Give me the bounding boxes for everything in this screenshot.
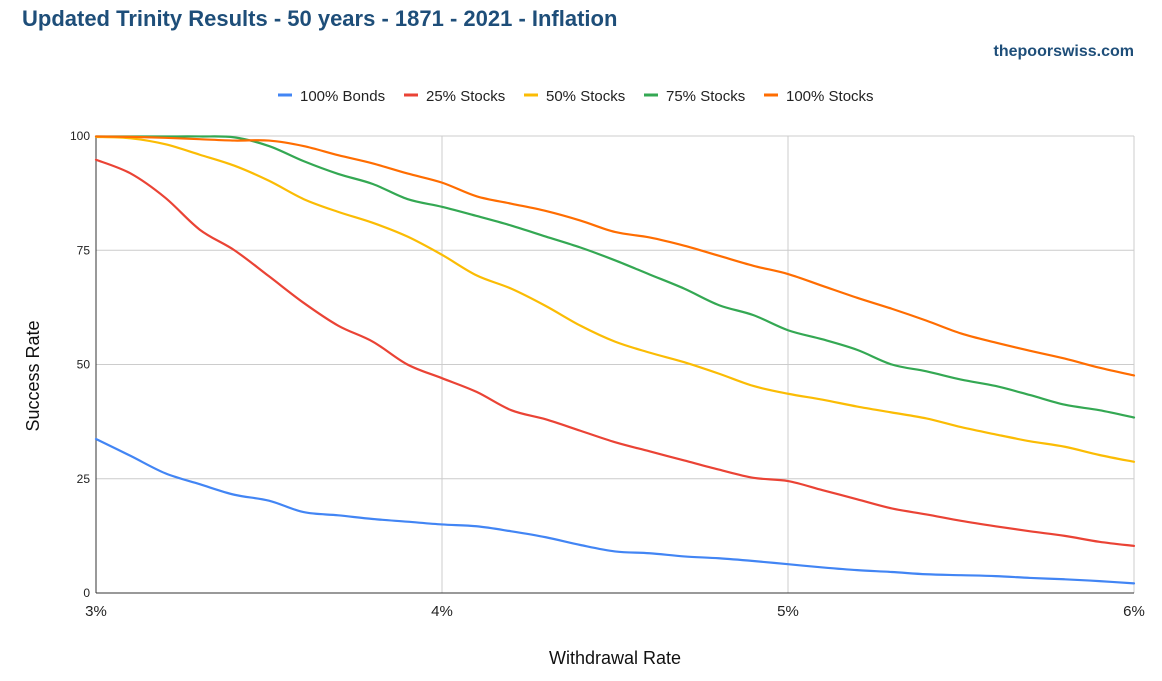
y-tick-label: 0 xyxy=(83,586,90,600)
chart-title: Updated Trinity Results - 50 years - 187… xyxy=(22,6,618,31)
legend-label-25-stocks: 25% Stocks xyxy=(426,88,505,105)
series-line-50-stocks xyxy=(94,135,1136,463)
gridlines xyxy=(95,135,1135,594)
y-tick-label: 75 xyxy=(77,243,91,257)
x-tick-label: 6% xyxy=(1123,603,1145,620)
y-axis-title: Success Rate xyxy=(23,320,43,431)
series-line-75-stocks xyxy=(94,135,1136,419)
series-lines xyxy=(94,135,1136,585)
series-line-100-bonds xyxy=(94,437,1136,585)
legend-label-75-stocks: 75% Stocks xyxy=(666,88,745,105)
x-tick-label: 3% xyxy=(85,603,107,620)
x-tick-label: 5% xyxy=(777,603,799,620)
site-brand: thepoorswiss.com xyxy=(993,43,1134,60)
x-tick-label: 4% xyxy=(431,603,453,620)
y-tick-label: 100 xyxy=(70,129,90,143)
legend: 100% Bonds 25% Stocks 50% Stocks 75% Stocks… xyxy=(278,88,874,105)
series-line-100-stocks xyxy=(94,135,1136,377)
y-axis-ticks: 0 25 50 75 100 xyxy=(70,129,90,600)
x-axis-ticks: 3% 4% 5% 6% xyxy=(85,603,1145,620)
legend-label-100-bonds: 100% Bonds xyxy=(300,88,385,105)
y-tick-label: 50 xyxy=(77,358,91,372)
y-tick-label: 25 xyxy=(77,472,91,486)
series-line-25-stocks xyxy=(94,158,1136,548)
legend-label-100-stocks: 100% Stocks xyxy=(786,88,874,105)
legend-label-50-stocks: 50% Stocks xyxy=(546,88,625,105)
x-axis-title: Withdrawal Rate xyxy=(549,648,681,668)
